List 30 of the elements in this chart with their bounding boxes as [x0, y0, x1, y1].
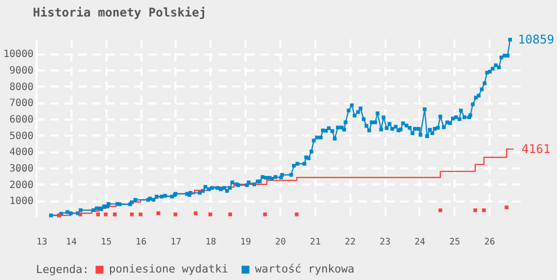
x-tick-label: 14	[66, 238, 77, 248]
x-tick-label: 24	[414, 238, 426, 248]
y-tick-label: 6000	[9, 114, 34, 126]
y-tick-label: 5000	[9, 130, 34, 142]
x-tick-label: 17	[170, 238, 182, 248]
x-tick-label: 13	[36, 238, 48, 248]
x-tick-label: 25	[449, 238, 460, 248]
x-tick-label: 22	[344, 238, 356, 248]
x-tick-label: 18	[205, 238, 216, 248]
x-tick-label: 19	[240, 238, 252, 248]
legend-label: poniesione wydatki	[109, 262, 228, 276]
y-tick-label: 4000	[9, 147, 34, 158]
y-tick-label: 2000	[9, 180, 34, 191]
y-tick-label: 1000	[9, 196, 34, 208]
y-tick-label: 9000	[9, 66, 34, 77]
x-tick-label: 15	[100, 238, 112, 248]
legend-title: Legenda:	[36, 263, 89, 276]
x-tick-label: 23	[380, 238, 390, 248]
legend-label: wartość rynkowa	[255, 262, 354, 276]
x-tick-label: 21	[310, 238, 321, 248]
x-tick-label: 20	[275, 238, 286, 248]
annotation: 4161	[522, 142, 550, 156]
x-tick-label: 26	[484, 238, 496, 248]
x-tick-label: 16	[136, 238, 146, 248]
y-tick-label: 7000	[9, 98, 34, 110]
y-tick-label: 10000	[3, 49, 34, 60]
y-tick-label: 8000	[9, 82, 34, 93]
chart-title: Historia monety Polskiej	[32, 6, 206, 20]
annotation: 10859	[518, 32, 554, 47]
y-tick-label: 3000	[9, 164, 34, 175]
